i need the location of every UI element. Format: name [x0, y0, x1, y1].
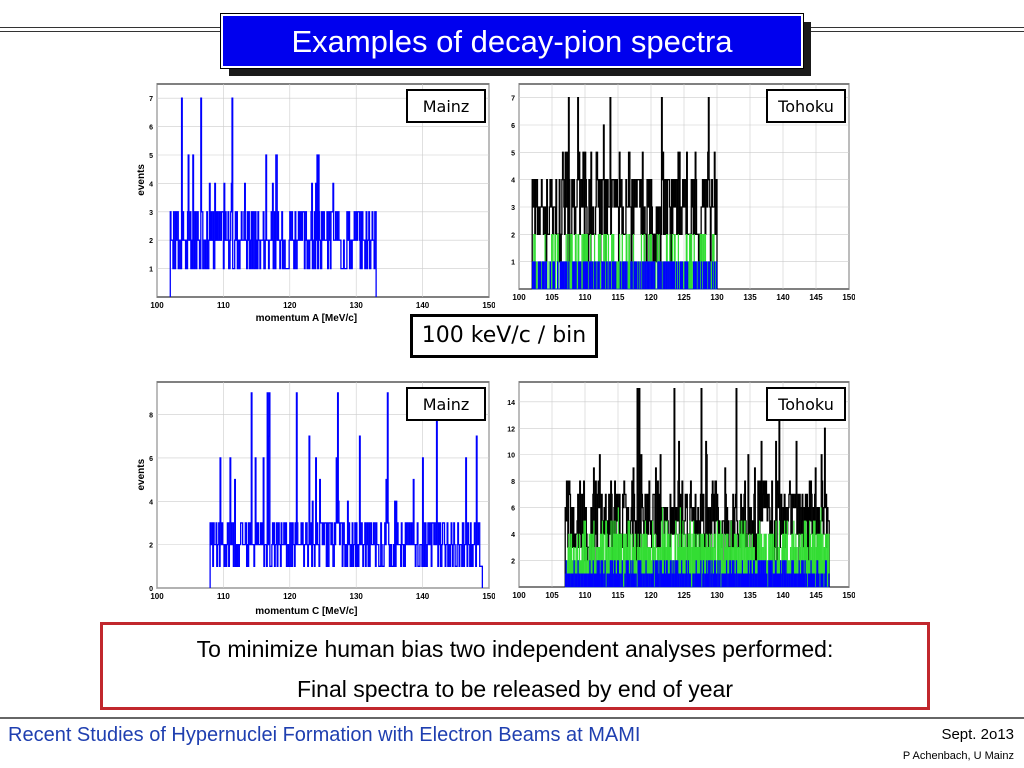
x-tick-label: 120 — [644, 591, 658, 600]
chart-svg: 100 110 120 130 140 150 0 2 4 6 8 Mainz momentum C [… — [136, 381, 495, 617]
chart-svg: 100 105 110 115 120 125 130 135 140 145 150 1 2 3 4 5 6 7… — [511, 83, 855, 302]
x-tick-label: 130 — [350, 301, 364, 310]
x-tick-label: 110 — [579, 591, 592, 600]
y-tick-label: 4 — [149, 181, 153, 188]
x-tick-label: 130 — [710, 591, 724, 600]
legend-box — [766, 89, 846, 123]
x-axis-label: momentum C [MeV/c] — [255, 606, 357, 617]
x-tick-label: 145 — [809, 293, 823, 302]
y-tick-label: 7 — [511, 96, 515, 103]
y-tick-label: 6 — [149, 456, 153, 463]
y-tick-label: 2 — [149, 543, 153, 550]
footer-date: Sept. 2o13 — [941, 726, 1014, 743]
footer-author: P Achenbach, U Mainz — [902, 750, 1014, 762]
y-tick-label: 12 — [507, 426, 515, 433]
x-tick-label: 100 — [150, 592, 164, 601]
x-tick-label: 120 — [283, 592, 297, 601]
y-tick-label: 1 — [511, 260, 515, 267]
note-line-1: To minimize human bias two independent a… — [196, 636, 834, 662]
x-tick-label: 135 — [743, 591, 757, 600]
x-tick-label: 150 — [482, 592, 495, 601]
x-tick-label: 105 — [545, 591, 559, 600]
chart-tohoku-a: 100 105 110 115 120 125 130 135 140 145 150 1 2 3 4 5 6 7… — [505, 80, 855, 305]
bin-width-label: 100 keV/c / bin — [410, 314, 598, 358]
y-tick-label: 0 — [149, 586, 153, 593]
note-line-2: Final spectra to be released by end of y… — [297, 676, 733, 702]
x-tick-label: 130 — [710, 293, 724, 302]
legend-box — [406, 89, 486, 123]
chart-svg: 100 110 120 130 140 150 1 2 3 4 5 6 7 Mainz momentum A… — [136, 83, 495, 324]
x-tick-label: 120 — [283, 301, 297, 310]
chart-svg: 100 105 110 115 120 125 130 135 140 145 150 2 4 6 8 10 1… — [507, 381, 855, 600]
y-tick-label: 7 — [149, 96, 153, 103]
y-tick-label: 3 — [511, 205, 515, 212]
x-tick-label: 140 — [776, 293, 790, 302]
legend-label: Tohoku — [777, 97, 834, 116]
chart-mainz-c: 100 110 120 130 140 150 0 2 4 6 8 Mainz momentum C [… — [135, 378, 495, 618]
x-tick-label: 115 — [612, 293, 625, 302]
legend-label: Mainz — [423, 395, 470, 414]
x-tick-label: 140 — [776, 591, 790, 600]
y-tick-label: 5 — [511, 150, 515, 157]
legend-box — [406, 387, 486, 421]
y-tick-label: 3 — [149, 210, 153, 217]
y-tick-label: 4 — [149, 499, 153, 506]
x-tick-label: 120 — [644, 293, 658, 302]
x-tick-label: 115 — [612, 591, 625, 600]
x-tick-label: 140 — [416, 592, 430, 601]
slide-title: Examples of decay-pion spectra — [220, 13, 804, 69]
y-tick-label: 2 — [511, 232, 515, 239]
histogram-series — [531, 261, 718, 290]
y-tick-label: 8 — [511, 479, 515, 486]
y-tick-label: 8 — [149, 413, 153, 420]
x-tick-label: 150 — [482, 301, 495, 310]
x-tick-label: 150 — [842, 293, 855, 302]
x-tick-label: 100 — [512, 293, 526, 302]
y-tick-label: 14 — [507, 400, 515, 407]
x-tick-label: 150 — [842, 591, 855, 600]
histogram-series — [564, 560, 830, 588]
x-axis-label: momentum A [MeV/c] — [256, 313, 358, 324]
chart-tohoku-c: 100 105 110 115 120 125 130 135 140 145 150 2 4 6 8 10 1… — [505, 378, 855, 603]
y-axis-label: events — [136, 458, 147, 490]
x-tick-label: 125 — [677, 591, 691, 600]
x-tick-label: 145 — [809, 591, 823, 600]
y-tick-label: 6 — [511, 123, 515, 130]
y-tick-label: 6 — [511, 506, 515, 513]
histogram-series — [169, 97, 377, 297]
x-tick-label: 100 — [150, 301, 164, 310]
x-tick-label: 110 — [217, 301, 230, 310]
footer-rule — [0, 717, 1024, 719]
legend-label: Tohoku — [777, 395, 834, 414]
y-tick-label: 4 — [511, 178, 515, 185]
y-tick-label: 5 — [149, 153, 153, 160]
x-tick-label: 105 — [545, 293, 559, 302]
footer-title: Recent Studies of Hypernuclei Formation … — [8, 724, 641, 746]
x-tick-label: 125 — [677, 293, 691, 302]
chart-mainz-a: 100 110 120 130 140 150 1 2 3 4 5 6 7 Mainz momentum A… — [135, 80, 495, 325]
x-tick-label: 135 — [743, 293, 757, 302]
y-tick-label: 2 — [511, 559, 515, 566]
x-tick-label: 140 — [416, 301, 430, 310]
x-tick-label: 100 — [512, 591, 526, 600]
x-tick-label: 130 — [350, 592, 364, 601]
legend-box — [766, 387, 846, 421]
y-tick-label: 2 — [149, 238, 153, 245]
y-axis-label: events — [136, 164, 147, 196]
note-box: To minimize human bias two independent a… — [100, 622, 930, 710]
x-tick-label: 110 — [579, 293, 592, 302]
y-tick-label: 10 — [507, 453, 515, 460]
y-tick-label: 1 — [149, 267, 153, 274]
y-tick-label: 6 — [149, 125, 153, 132]
legend-label: Mainz — [423, 97, 470, 116]
y-tick-label: 4 — [511, 532, 515, 539]
x-tick-label: 110 — [217, 592, 230, 601]
